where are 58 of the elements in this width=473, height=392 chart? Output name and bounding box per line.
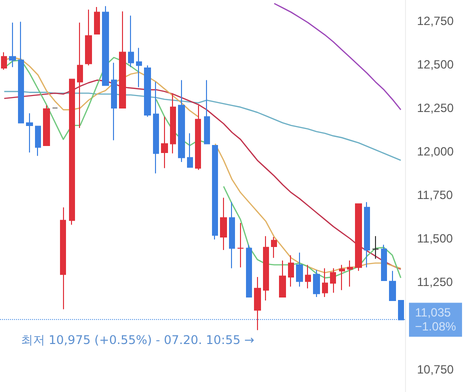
y-tick-label: 12,500 bbox=[417, 57, 454, 72]
candlestick bbox=[77, 22, 83, 129]
candlestick bbox=[128, 15, 134, 68]
y-tick-label: 11,250 bbox=[417, 275, 454, 290]
candlestick bbox=[204, 80, 210, 144]
candlestick bbox=[35, 126, 41, 156]
candlestick bbox=[229, 202, 235, 269]
annotation: 최저 10,975 (+0.55%) - 07.20. 10:55 → bbox=[20, 333, 254, 348]
candlestick bbox=[288, 254, 294, 288]
y-tick-label: 11,500 bbox=[417, 232, 454, 246]
candlestick bbox=[85, 9, 92, 66]
candlestick bbox=[161, 116, 168, 169]
candlestick bbox=[364, 202, 370, 268]
candlestick bbox=[381, 244, 387, 281]
candlestick bbox=[153, 81, 159, 174]
y-tick-label: 12,750 bbox=[417, 14, 454, 28]
candlestick bbox=[322, 268, 328, 298]
candlestick bbox=[305, 264, 311, 289]
candlestick bbox=[1, 52, 7, 70]
candlestick bbox=[178, 80, 185, 163]
y-tick-label: 12,000 bbox=[417, 144, 454, 159]
ref-line-label: 11,035 −1.08% bbox=[415, 306, 456, 334]
candlestick bbox=[187, 132, 193, 168]
candlestick bbox=[313, 270, 320, 298]
candlestick bbox=[18, 21, 24, 124]
candlestick bbox=[212, 144, 218, 240]
candlestick bbox=[60, 206, 66, 310]
candlestick bbox=[339, 264, 345, 291]
candlestick bbox=[102, 6, 109, 86]
candlestick bbox=[347, 260, 353, 288]
candlestick bbox=[195, 104, 201, 170]
y-tick-label: 12,250 bbox=[417, 101, 454, 116]
candlestick bbox=[372, 236, 379, 260]
candlestick bbox=[246, 244, 252, 298]
candlestick bbox=[237, 222, 244, 268]
candlestick bbox=[355, 203, 362, 272]
candlestick bbox=[119, 10, 126, 109]
candlestick bbox=[43, 104, 50, 146]
candlestick bbox=[69, 78, 75, 226]
candlestick bbox=[330, 268, 336, 294]
candlestick bbox=[279, 260, 286, 298]
candlestick bbox=[9, 22, 16, 68]
line-series bbox=[274, 2, 402, 110]
candlestick bbox=[296, 252, 303, 288]
candlestick bbox=[136, 47, 142, 88]
candlestick bbox=[220, 197, 227, 251]
candlestick bbox=[111, 62, 117, 141]
candlestick bbox=[26, 112, 33, 153]
candlestick bbox=[170, 92, 176, 154]
candlestick bbox=[144, 64, 151, 118]
line-series bbox=[4, 90, 402, 161]
candlestick bbox=[263, 236, 269, 302]
candlestick bbox=[254, 276, 261, 331]
candlestick bbox=[271, 236, 277, 258]
candlestick bbox=[94, 6, 100, 34]
y-tick-label: 11,750 bbox=[417, 188, 454, 202]
y-tick-label: 10,750 bbox=[417, 362, 454, 376]
candlestick bbox=[389, 270, 396, 302]
